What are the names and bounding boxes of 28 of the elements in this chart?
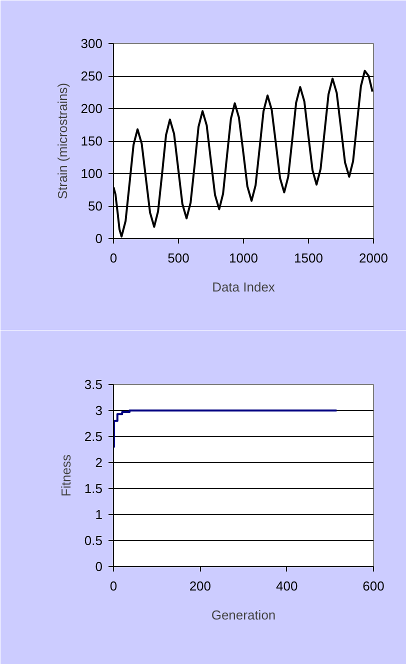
x-tick-label: 1000	[229, 250, 258, 266]
x-tick-label: 200	[189, 578, 212, 594]
x-tick-label: 0	[110, 250, 118, 266]
y-tick-label: 0	[95, 231, 103, 246]
x-axis-title: Data Index	[212, 280, 276, 294]
x-tick-label: 0	[110, 578, 118, 594]
y-tick-label: 0	[95, 559, 103, 574]
x-tick-label: 600	[362, 578, 384, 594]
y-tick-label: 150	[80, 134, 103, 148]
y-tick-label: 250	[80, 68, 103, 84]
y-tick-label: 1.5	[84, 481, 103, 496]
y-tick-label: 2	[95, 455, 103, 470]
y-axis-title: Fitness	[58, 454, 74, 496]
y-tick-label: 50	[88, 198, 103, 214]
y-tick-label: 300	[80, 36, 103, 51]
x-tick-label: 2000	[359, 250, 388, 266]
x-axis-title: Generation	[211, 608, 276, 622]
x-tick-label: 500	[168, 250, 190, 266]
y-tick-label: 100	[80, 166, 103, 181]
x-tick-label: 400	[276, 578, 298, 594]
y-tick-label: 2.5	[84, 429, 103, 444]
y-tick-label: 200	[80, 101, 103, 116]
y-tick-label: 3.5	[84, 377, 103, 392]
y-axis-title: Strain (microstrains)	[54, 82, 70, 200]
x-tick-label: 1500	[294, 250, 323, 266]
y-tick-label: 1	[95, 507, 103, 522]
y-tick-label: 3	[95, 403, 103, 418]
y-tick-label: 0.5	[84, 533, 103, 548]
